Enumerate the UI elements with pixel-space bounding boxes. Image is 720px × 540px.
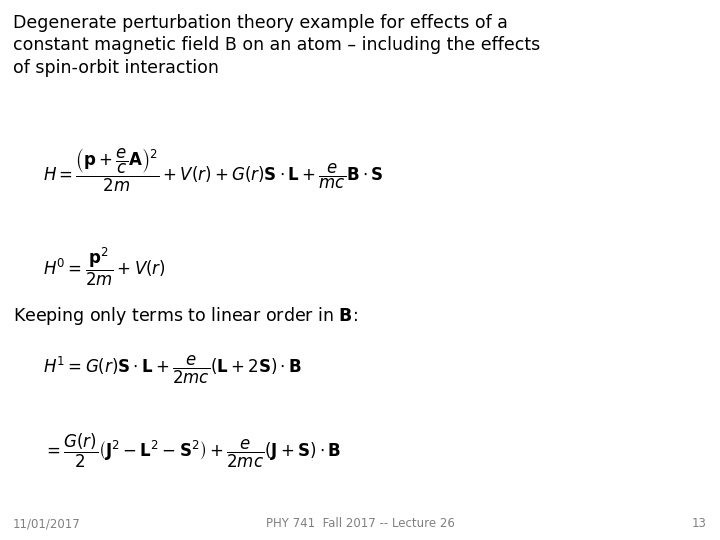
Text: $H^{0} = \dfrac{\mathbf{p}^{2}}{2m}+V(r)$: $H^{0} = \dfrac{\mathbf{p}^{2}}{2m}+V(r)… <box>43 246 166 288</box>
Text: PHY 741  Fall 2017 -- Lecture 26: PHY 741 Fall 2017 -- Lecture 26 <box>266 517 454 530</box>
Text: $H = \dfrac{\left(\mathbf{p}+\dfrac{e}{c}\mathbf{A}\right)^{2}}{2m}+V(r)+G(r)\ma: $H = \dfrac{\left(\mathbf{p}+\dfrac{e}{c… <box>43 146 384 194</box>
Text: $H^{1} = G(r)\mathbf{S}\cdot\mathbf{L}+\dfrac{e}{2mc}(\mathbf{L}+2\mathbf{S})\cd: $H^{1} = G(r)\mathbf{S}\cdot\mathbf{L}+\… <box>43 354 302 386</box>
Text: $= \dfrac{G(r)}{2}\left(\mathbf{J}^{2}-\mathbf{L}^{2}-\mathbf{S}^{2}\right)+\dfr: $= \dfrac{G(r)}{2}\left(\mathbf{J}^{2}-\… <box>43 432 341 470</box>
Text: 13: 13 <box>692 517 707 530</box>
Text: Degenerate perturbation theory example for effects of a
constant magnetic field : Degenerate perturbation theory example f… <box>13 14 540 77</box>
Text: 11/01/2017: 11/01/2017 <box>13 517 81 530</box>
Text: Keeping only terms to linear order in $\mathbf{B}$:: Keeping only terms to linear order in $\… <box>13 305 358 327</box>
